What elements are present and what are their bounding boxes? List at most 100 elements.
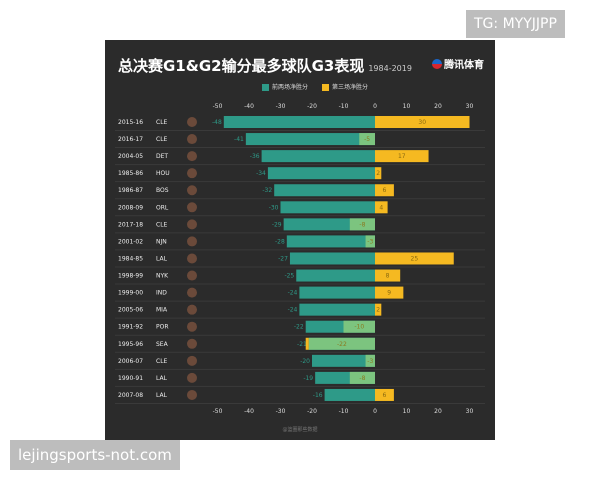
bar-g3 bbox=[365, 354, 375, 367]
season-label: 2008-09 bbox=[118, 204, 143, 211]
label-g3: -3 bbox=[367, 238, 373, 245]
season-label: 1985-86 bbox=[118, 170, 143, 177]
label-g12: -24 bbox=[288, 307, 298, 314]
x-tick-bottom: 20 bbox=[434, 408, 442, 415]
label-g3: 6 bbox=[383, 187, 387, 194]
label-g12: -16 bbox=[313, 392, 323, 399]
team-label: LAL bbox=[156, 255, 168, 262]
team-label: LAL bbox=[156, 392, 168, 399]
team-logo-icon bbox=[187, 304, 197, 315]
team-logo-icon bbox=[187, 185, 197, 196]
label-g3: -5 bbox=[364, 136, 370, 143]
bar-g12 bbox=[261, 150, 375, 163]
team-label: CLE bbox=[156, 358, 168, 365]
bar-g3 bbox=[375, 150, 429, 163]
label-g12: -24 bbox=[288, 290, 298, 297]
x-tick-bottom: -40 bbox=[244, 408, 254, 415]
bar-g12 bbox=[289, 252, 375, 265]
label-g3: 17 bbox=[398, 153, 406, 160]
team-logo-icon bbox=[187, 236, 197, 247]
bar-g3 bbox=[349, 218, 375, 231]
season-label: 1999-00 bbox=[118, 290, 143, 297]
bar-g3 bbox=[375, 269, 401, 282]
season-label: 2016-17 bbox=[118, 136, 143, 143]
label-g12: -34 bbox=[256, 170, 266, 177]
label-g12: -29 bbox=[272, 221, 282, 228]
bar-g3 bbox=[359, 133, 375, 146]
x-tick-bottom: -30 bbox=[276, 408, 286, 415]
bar-g12 bbox=[223, 116, 375, 128]
season-label: 1986-87 bbox=[118, 187, 143, 194]
season-label: 1990-91 bbox=[118, 375, 143, 382]
legend-label: 第三场净胜分 bbox=[332, 84, 369, 91]
team-logo-icon bbox=[187, 219, 197, 230]
label-g3: 9 bbox=[387, 290, 391, 297]
season-label: 2005-06 bbox=[118, 307, 143, 314]
label-g12: -22 bbox=[294, 324, 304, 331]
team-logo-icon bbox=[187, 355, 197, 366]
team-logo-icon bbox=[187, 338, 197, 349]
legend-item-g12: 前两场净胜分 bbox=[262, 82, 308, 91]
bar-g3 bbox=[375, 184, 394, 197]
legend-label: 前两场净胜分 bbox=[272, 84, 309, 91]
bar-g12 bbox=[280, 201, 375, 214]
x-tick-bottom: 10 bbox=[403, 408, 411, 415]
label-g12: -41 bbox=[234, 136, 244, 143]
brand-logo-icon bbox=[432, 58, 442, 69]
label-g12: -28 bbox=[275, 238, 285, 245]
bar-g12 bbox=[299, 286, 375, 299]
chart-subtitle: 1984-2019 bbox=[368, 64, 412, 73]
x-tick-top: -20 bbox=[307, 103, 317, 110]
x-tick-bottom: 30 bbox=[466, 408, 474, 415]
season-label: 1998-99 bbox=[118, 273, 143, 280]
label-g12: -36 bbox=[250, 153, 260, 160]
label-g12: -25 bbox=[284, 273, 294, 280]
season-label: 2006-07 bbox=[118, 358, 143, 365]
team-logo-icon bbox=[187, 270, 197, 281]
bar-g3 bbox=[375, 303, 382, 316]
bar-g3 bbox=[375, 286, 404, 299]
bar-g3 bbox=[375, 116, 470, 128]
label-g12: -19 bbox=[303, 375, 313, 382]
x-tick-top: -50 bbox=[213, 103, 223, 110]
x-tick-bottom: -10 bbox=[339, 408, 349, 415]
team-logo-icon bbox=[187, 389, 197, 400]
x-tick-top: 20 bbox=[434, 103, 442, 110]
team-logo-icon bbox=[187, 372, 197, 383]
season-label: 1984-85 bbox=[118, 255, 143, 262]
legend-item-g3: 第三场净胜分 bbox=[322, 82, 368, 91]
label-g12: -27 bbox=[278, 255, 288, 262]
season-label: 2007-08 bbox=[118, 392, 143, 399]
team-logo-icon bbox=[187, 151, 197, 162]
label-g3: -22 bbox=[337, 341, 347, 348]
team-logo-icon bbox=[187, 134, 197, 145]
title-text: 总决赛G1&G2输分最多球队G3表现 bbox=[118, 57, 365, 75]
season-label: 2004-05 bbox=[118, 153, 143, 160]
brand-text: 腾讯体育 bbox=[444, 60, 484, 71]
team-logo-icon bbox=[187, 287, 197, 298]
bar-g3 bbox=[308, 337, 375, 350]
team-label: CLE bbox=[156, 136, 168, 143]
label-g3: 4 bbox=[379, 204, 383, 211]
team-logo-icon bbox=[187, 202, 197, 213]
label-g12: -20 bbox=[300, 358, 310, 365]
bar-g3 bbox=[365, 235, 375, 248]
x-tick-top: 30 bbox=[466, 103, 474, 110]
bar-g12 bbox=[274, 184, 375, 197]
bar-g12 bbox=[245, 133, 375, 146]
bar-g12 bbox=[312, 354, 375, 367]
team-logo-icon bbox=[187, 168, 197, 179]
label-g12: -48 bbox=[212, 119, 222, 126]
season-label: 2017-18 bbox=[118, 221, 143, 228]
team-logo-icon bbox=[187, 321, 197, 332]
label-g3: 30 bbox=[418, 119, 426, 126]
bar-g12 bbox=[296, 269, 375, 282]
watermark-bottom: lejingsports-not.com bbox=[10, 440, 180, 470]
team-label: MIA bbox=[156, 307, 168, 314]
source-label: @篮圈那些数据 bbox=[282, 426, 317, 433]
label-g12: -21 bbox=[297, 341, 307, 348]
team-label: CLE bbox=[156, 119, 168, 126]
x-tick-top: -40 bbox=[244, 103, 254, 110]
team-label: HOU bbox=[156, 170, 170, 177]
